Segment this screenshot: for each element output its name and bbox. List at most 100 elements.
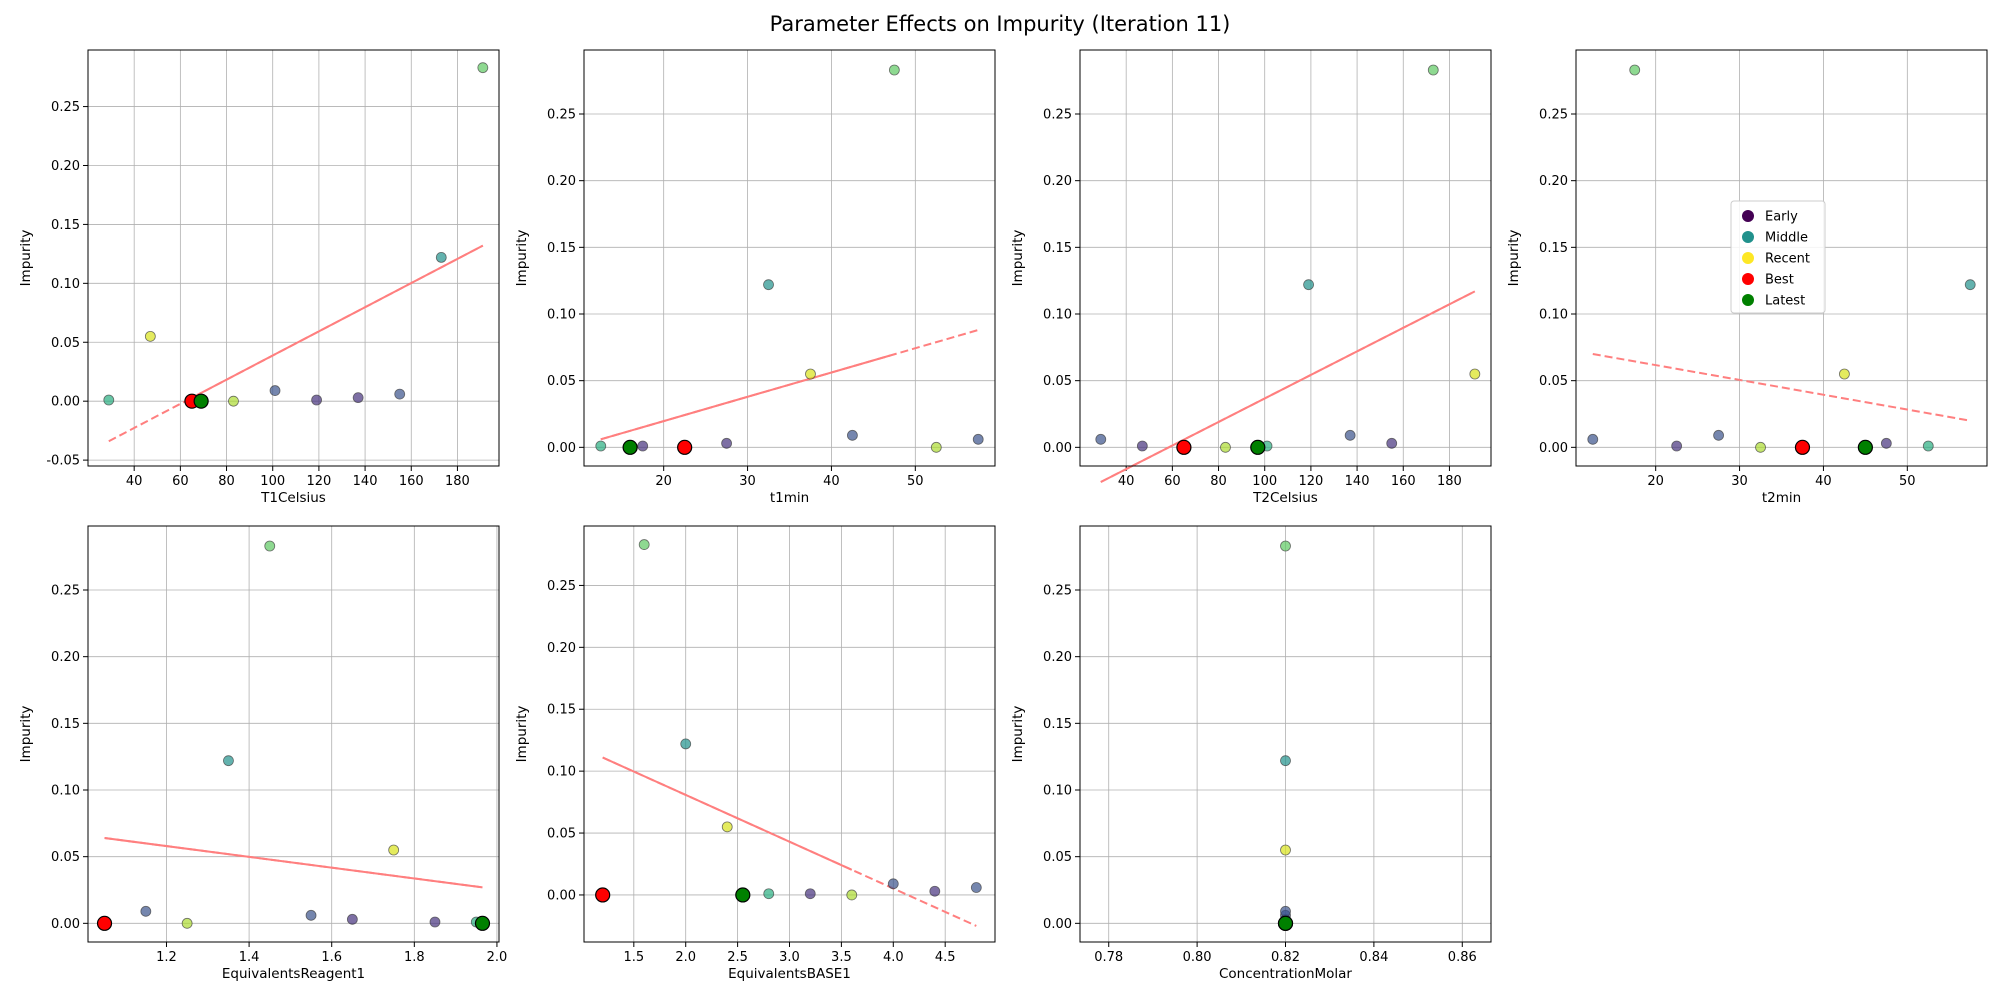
data-point [1755,441,1766,453]
data-point [429,916,441,928]
y-tick-label: 0.15 [1539,241,1568,256]
data-point [305,909,317,921]
y-tick-label: 0.20 [51,650,80,665]
x-tick-label: 120 [1298,474,1323,489]
data-point [888,64,900,76]
x-tick-label: 2.5 [727,950,748,965]
x-tick-label: 4.5 [935,950,956,965]
x-tick-label: 140 [1345,474,1370,489]
latest-point [1250,439,1266,455]
data-point [1303,279,1314,291]
y-tick-label: 0.00 [51,917,80,932]
y-tick-label: 0.25 [1043,584,1072,599]
y-tick-label: 0.00 [51,395,80,410]
x-axis-label: EquivalentsBASE1 [728,966,851,982]
data-point [1280,905,1291,917]
latest-point [622,439,638,455]
legend-label: Early [1765,210,1798,225]
x-tick-label: 30 [739,474,756,489]
x-tick-label: 160 [399,474,424,489]
y-tick-label: -0.05 [46,454,80,469]
data-point [1839,368,1850,380]
data-point [1386,437,1398,449]
x-tick-label: 1.5 [623,950,644,965]
x-tick-label: 3.5 [831,950,852,965]
data-point [887,878,899,890]
latest-point [193,393,209,409]
axes-frame [1079,525,1492,943]
subplot-3: 40 60 80 100 120 140 160 180 0.00 0.05 0.10 0.15 0.2… [1010,49,1492,506]
data-point [972,433,984,445]
y-tick-label: 0.10 [1539,308,1568,323]
data-point [269,385,281,396]
y-tick-label: 0.15 [547,703,576,718]
axes-frame [583,525,996,943]
best-point [677,439,693,455]
data-point [435,252,447,263]
data-point [1629,64,1641,76]
data-point [1344,429,1356,441]
data-point [181,917,193,929]
x-tick-label: 1.8 [404,950,425,965]
data-point [805,368,816,380]
legend-marker [1742,273,1754,285]
x-tick-label: 3.0 [779,950,800,965]
x-tick-label: 40 [1815,474,1832,489]
data-point [970,882,982,893]
y-tick-label: 0.05 [1043,850,1072,865]
x-tick-label: 0.86 [1448,950,1477,965]
legend-marker [1742,294,1754,306]
best-point [96,915,113,931]
y-tick-label: 0.25 [547,108,576,123]
data-point [388,844,400,856]
y-tick-label: 0.00 [1043,917,1072,932]
data-point [680,738,692,750]
x-tick-label: 0.82 [1271,950,1300,965]
subplot-5: 1.2 1.4 1.6 1.8 2.0 0.00 0.05 0.10 0.15 0.20 0.25 E… [18,525,508,982]
data-point [223,755,234,767]
data-point [1280,755,1291,767]
y-tick-label: 0.05 [51,850,80,865]
data-point [763,279,774,291]
y-tick-label: 0.20 [1539,174,1568,189]
legend-label: Middle [1765,231,1808,246]
y-tick-label: 0.10 [547,765,576,780]
y-tick-label: 0.00 [1539,441,1568,456]
data-point [352,392,364,404]
best-point [1176,439,1192,455]
x-tick-label: 20 [655,474,672,489]
x-tick-label: 20 [1647,474,1664,489]
latest-point [735,887,751,903]
data-point [264,540,276,552]
legend-marker [1742,231,1754,243]
x-tick-label: 2.0 [487,950,508,965]
data-point [638,539,650,550]
latest-point [1277,915,1294,931]
data-point [637,440,649,452]
data-point [1469,368,1481,380]
y-tick-label: 0.05 [547,374,576,389]
legend-box [1730,200,1826,314]
y-tick-label: 0.00 [1043,441,1072,456]
legend: Early Middle Recent Best Latest [1730,200,1826,314]
x-tick-label: 0.80 [1183,950,1212,965]
best-point [1794,439,1811,455]
y-tick-label: 0.15 [51,717,80,732]
y-axis-label: Impurity [18,706,34,763]
y-tick-label: 0.25 [51,100,80,115]
data-point [144,330,156,342]
x-axis-label: T1Celsius [260,490,326,506]
data-point [929,885,941,897]
y-tick-label: 0.10 [1043,784,1072,799]
x-tick-label: 0.78 [1094,950,1123,965]
x-axis-label: ConcentrationMolar [1219,966,1352,982]
x-axis-label: t2min [1762,490,1801,506]
y-tick-label: 0.20 [1043,174,1072,189]
y-tick-label: 0.20 [51,159,80,174]
axes-frame [583,49,996,467]
y-tick-label: 0.10 [51,277,80,292]
data-point [1280,844,1291,856]
x-tick-label: 100 [1252,474,1277,489]
y-axis-label: Impurity [18,230,34,287]
trend-line [1100,290,1476,483]
